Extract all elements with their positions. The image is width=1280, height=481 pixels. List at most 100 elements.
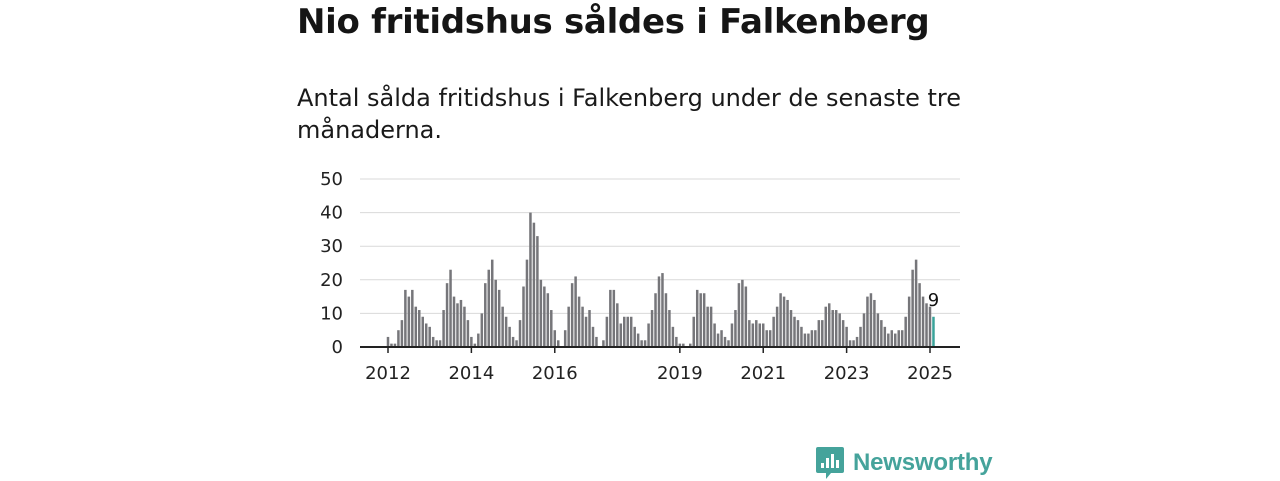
x-tick-label: 2016 [532, 363, 578, 384]
bar [508, 326, 511, 347]
bar [435, 340, 438, 347]
bar [626, 316, 629, 347]
x-tick-label: 2021 [740, 363, 786, 384]
bar [741, 279, 744, 347]
bar [841, 320, 845, 347]
bar [887, 333, 890, 347]
bar [529, 212, 532, 347]
bar [629, 316, 633, 347]
bar [456, 303, 459, 347]
bar [550, 310, 553, 347]
bar [414, 306, 418, 347]
bar [431, 336, 435, 347]
bar [487, 269, 491, 347]
bar [588, 310, 591, 347]
bar [609, 289, 612, 347]
bar [668, 310, 671, 347]
bar [577, 296, 581, 347]
bar [831, 310, 834, 347]
bar [768, 330, 772, 347]
bar [397, 330, 400, 347]
bar [689, 343, 692, 347]
x-tick-label: 2014 [448, 363, 494, 384]
bar [748, 320, 751, 347]
bar [817, 320, 821, 347]
bar [779, 293, 782, 347]
bar [619, 323, 623, 347]
bar [490, 259, 494, 347]
bar [827, 303, 831, 347]
bar [834, 310, 838, 347]
newsworthy-logo: Newsworthy [815, 445, 993, 481]
bar [751, 323, 755, 347]
bar [477, 333, 480, 347]
last-value-label: 9 [928, 290, 939, 311]
bar [623, 316, 626, 347]
bar [567, 306, 570, 347]
bar [928, 306, 932, 347]
bar [821, 320, 824, 347]
bar [605, 316, 609, 347]
bar [814, 330, 817, 347]
bar-highlighted [932, 316, 935, 347]
bar [418, 310, 421, 347]
bar [695, 289, 699, 347]
bar [452, 296, 456, 347]
bar [438, 340, 442, 347]
bar [786, 299, 789, 347]
bar [657, 276, 661, 347]
bar [591, 326, 595, 347]
bar [772, 316, 775, 347]
bar [862, 313, 866, 347]
bar [647, 323, 650, 347]
page-subtitle: Antal sålda fritidshus i Falkenberg unde… [297, 84, 962, 144]
bar [848, 340, 852, 347]
bar [852, 340, 855, 347]
bar [515, 340, 518, 347]
bar [921, 296, 925, 347]
bar [390, 343, 393, 347]
bar [918, 283, 921, 347]
bar [678, 343, 682, 347]
bar [497, 289, 501, 347]
bar [723, 336, 727, 347]
bar [543, 286, 546, 347]
bar [539, 279, 543, 347]
bar [536, 236, 539, 347]
bar [869, 293, 873, 347]
bar [525, 259, 529, 347]
bar [730, 323, 734, 347]
bar [480, 313, 484, 347]
bar [400, 320, 404, 347]
bar [800, 326, 803, 347]
bar [782, 296, 786, 347]
bar [595, 336, 598, 347]
bar [890, 330, 894, 347]
bar [789, 310, 793, 347]
y-tick-label: 0 [332, 337, 343, 358]
x-axis-ticks: 2012 2014 2016 2019 2021 2023 2025 [365, 347, 953, 384]
bar [459, 299, 463, 347]
bar [775, 306, 779, 347]
bar [501, 306, 504, 347]
x-tick-label: 2019 [657, 363, 703, 384]
bar [518, 320, 522, 347]
bar [643, 340, 647, 347]
bar [442, 310, 445, 347]
x-tick-label: 2023 [824, 363, 870, 384]
bar [661, 273, 664, 347]
bar [907, 296, 911, 347]
bar [810, 330, 814, 347]
bar [699, 293, 702, 347]
bar [424, 323, 428, 347]
bar [873, 299, 876, 347]
bar [692, 316, 695, 347]
bar [504, 316, 508, 347]
bars [386, 212, 935, 347]
bar [824, 306, 828, 347]
bar [716, 333, 720, 347]
bar [404, 289, 407, 347]
bar [581, 306, 584, 347]
bar [866, 296, 869, 347]
